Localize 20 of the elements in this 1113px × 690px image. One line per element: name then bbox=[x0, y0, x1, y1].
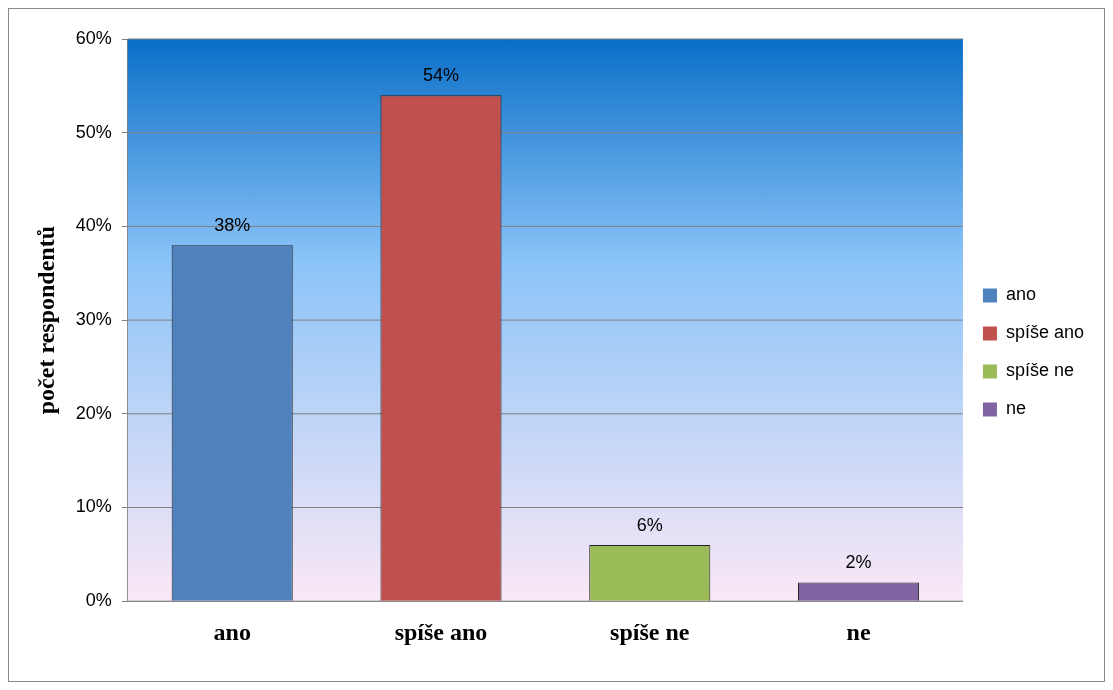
x-tick-label: ano bbox=[213, 618, 251, 645]
legend-label: spíše ano bbox=[1005, 322, 1085, 343]
data-label: 54% bbox=[422, 65, 460, 86]
y-tick-label: 30% bbox=[75, 309, 112, 330]
x-tick-label: spíše ano bbox=[394, 618, 488, 645]
y-tick-label: 20% bbox=[75, 402, 112, 423]
legend-label: spíše ne bbox=[1005, 360, 1074, 381]
x-tick-label: ne bbox=[846, 618, 871, 645]
legend-label: ne bbox=[1005, 398, 1026, 419]
y-tick-label: 0% bbox=[85, 590, 112, 611]
y-tick-label: 40% bbox=[75, 215, 112, 236]
x-tick-label: spíše ne bbox=[610, 618, 690, 645]
y-tick-label: 50% bbox=[75, 121, 112, 142]
legend-label: ano bbox=[1005, 284, 1036, 305]
y-axis-title: počet respondentů bbox=[32, 225, 59, 415]
y-tick-label: 60% bbox=[75, 27, 112, 48]
y-tick-label: 10% bbox=[75, 496, 112, 517]
data-label: 2% bbox=[845, 552, 872, 573]
data-label: 38% bbox=[214, 215, 251, 236]
data-label: 6% bbox=[636, 514, 663, 535]
